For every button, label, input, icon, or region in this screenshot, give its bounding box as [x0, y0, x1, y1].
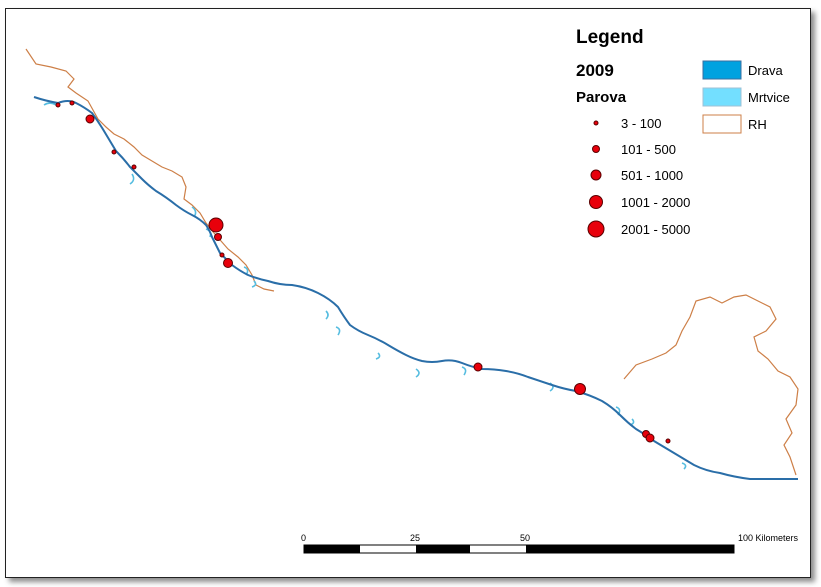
rh-border-east	[623, 294, 799, 476]
parova-points	[55, 100, 671, 444]
legend-class-label: 101 - 500	[621, 142, 676, 157]
legend-swatch-mrtvice	[702, 87, 742, 107]
rh-border-northwest	[25, 48, 275, 292]
point-medium	[223, 258, 233, 268]
point-medium	[214, 233, 222, 241]
legend-class-label: 1001 - 2000	[621, 195, 691, 210]
scale-label-50: 50	[520, 533, 531, 543]
point-small	[111, 149, 117, 155]
legend-class-label: 501 - 1000	[621, 168, 684, 183]
scale-label-100-kilometers: 100 Kilometers	[738, 533, 799, 543]
point-small	[131, 164, 137, 170]
legend-layer-label-mrtvice: Mrtvice	[748, 90, 790, 105]
point-small	[55, 102, 61, 108]
legend-year: 2009	[576, 61, 614, 80]
scale-bar	[303, 544, 735, 554]
legend-symbol-class-3	[590, 169, 602, 181]
point-small	[665, 438, 671, 444]
point-medium	[85, 114, 95, 124]
drava-river	[33, 96, 798, 480]
legend-symbol-class-1	[593, 120, 599, 126]
scale-label-0: 0	[301, 533, 307, 543]
point-large	[574, 383, 586, 395]
mrtvice-layer	[43, 102, 687, 470]
legend-class-label: 2001 - 5000	[621, 222, 691, 237]
legend-symbols	[587, 120, 605, 238]
legend-swatch-rh	[702, 114, 742, 134]
point-small	[69, 100, 75, 106]
legend-layer-label-drava: Drava	[748, 63, 783, 78]
point-small	[219, 252, 225, 258]
legend-symbol-class-5	[587, 220, 605, 238]
legend-swatch-drava	[702, 60, 742, 80]
legend-symbol-class-2	[592, 145, 600, 153]
legend-layer-label-rh: RH	[748, 117, 767, 132]
legend-class-label: 3 - 100	[621, 116, 662, 131]
map-frame: Legend 2009 Parova 3 - 100 101 - 500 501…	[5, 8, 811, 578]
scale-label-25: 25	[410, 533, 421, 543]
legend-symbol-class-4	[589, 195, 603, 209]
point-xlarge	[208, 217, 224, 233]
map-canvas	[25, 48, 799, 554]
legend-title: Legend	[576, 27, 644, 48]
legend-variable: Parova	[576, 89, 627, 106]
point-medium	[473, 362, 483, 372]
point-medium	[645, 433, 655, 443]
